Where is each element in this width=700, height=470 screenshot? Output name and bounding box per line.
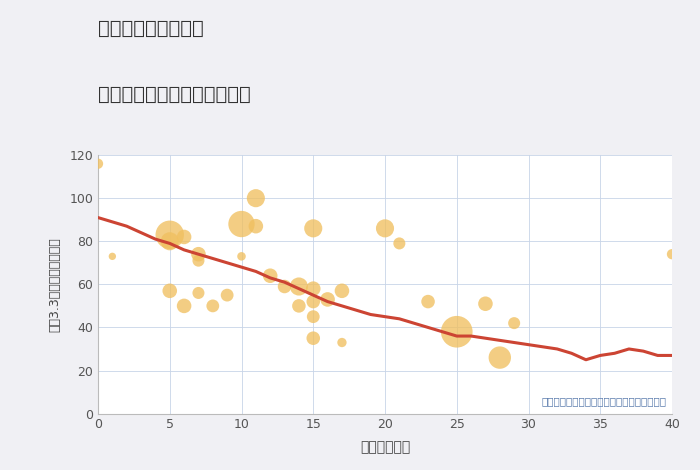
Point xyxy=(193,257,204,265)
Y-axis label: 坪（3.3㎡）単価（万円）: 坪（3.3㎡）単価（万円） xyxy=(48,237,61,332)
Point xyxy=(178,302,190,310)
Point xyxy=(452,328,463,336)
Point xyxy=(293,302,304,310)
Point xyxy=(494,354,505,361)
Point xyxy=(322,296,333,303)
Point xyxy=(236,252,247,260)
Point xyxy=(251,195,262,202)
Text: 築年数別中古マンション価格: 築年数別中古マンション価格 xyxy=(98,85,251,103)
Point xyxy=(222,291,233,299)
Point xyxy=(379,225,391,232)
Point xyxy=(92,160,104,167)
Point xyxy=(308,313,319,321)
X-axis label: 築年数（年）: 築年数（年） xyxy=(360,440,410,454)
Point xyxy=(236,220,247,228)
Point xyxy=(308,335,319,342)
Point xyxy=(509,320,520,327)
Point xyxy=(193,289,204,297)
Point xyxy=(480,300,491,307)
Point xyxy=(308,285,319,292)
Point xyxy=(393,240,405,247)
Point xyxy=(107,252,118,260)
Point xyxy=(164,287,175,295)
Text: 円の大きさは、取引のあった物件面積を示す: 円の大きさは、取引のあった物件面積を示す xyxy=(541,396,666,406)
Point xyxy=(337,339,348,346)
Point xyxy=(207,302,218,310)
Point xyxy=(279,283,290,290)
Text: 岐阜県瑞穂市七崎の: 岐阜県瑞穂市七崎の xyxy=(98,19,204,38)
Point xyxy=(666,251,678,258)
Point xyxy=(293,283,304,290)
Point xyxy=(423,298,434,306)
Point xyxy=(251,222,262,230)
Point xyxy=(308,298,319,306)
Point xyxy=(193,251,204,258)
Point xyxy=(178,233,190,241)
Point xyxy=(337,287,348,295)
Point xyxy=(164,231,175,239)
Point xyxy=(265,272,276,280)
Point xyxy=(164,237,175,245)
Point xyxy=(308,225,319,232)
